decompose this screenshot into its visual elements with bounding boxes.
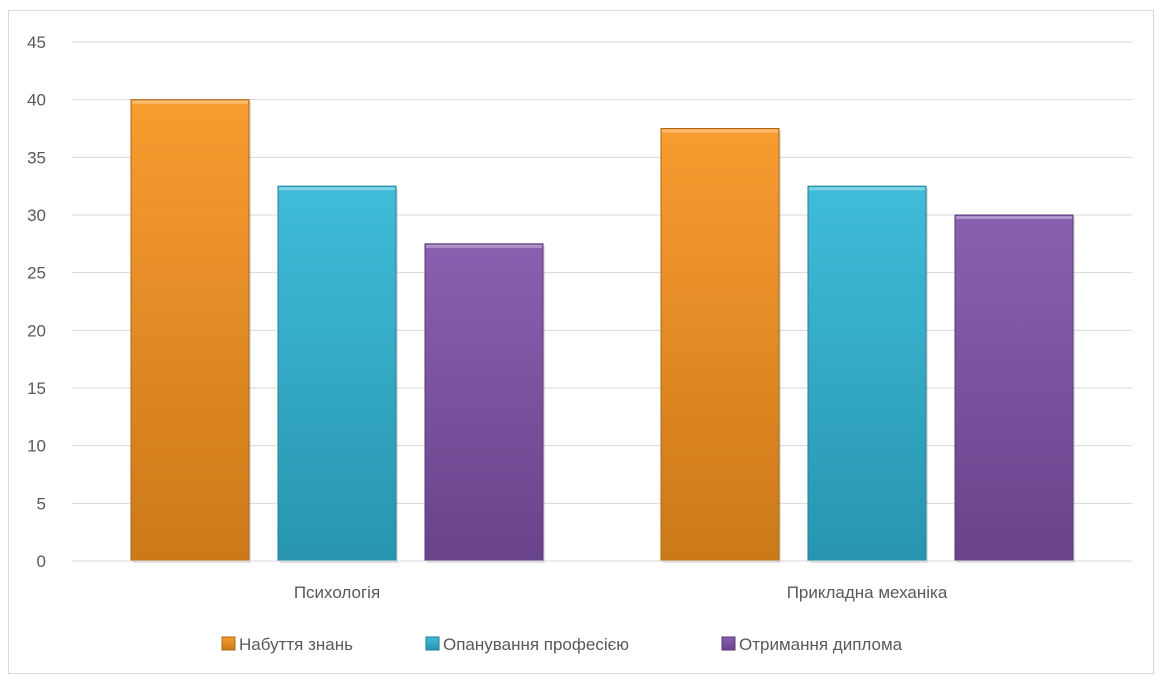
y-tick-label: 40 bbox=[27, 91, 46, 110]
bars bbox=[130, 99, 1075, 564]
y-tick-label: 45 bbox=[27, 33, 46, 52]
legend-swatch bbox=[221, 636, 236, 651]
legend-label: Опанування професією bbox=[443, 635, 629, 654]
bar-highlight bbox=[132, 100, 248, 104]
bar-2-1 bbox=[954, 214, 1074, 562]
y-tick-label: 5 bbox=[37, 494, 46, 513]
bar-highlight bbox=[809, 187, 925, 191]
legend: Набуття знань Опанування професією Отриман… bbox=[221, 635, 903, 654]
legend-swatch bbox=[721, 636, 736, 651]
y-tick-label: 10 bbox=[27, 437, 46, 456]
category-label: Прикладна механіка bbox=[787, 583, 948, 602]
bar-0-0 bbox=[130, 99, 250, 562]
bar-2-0 bbox=[424, 243, 544, 562]
y-tick-label: 20 bbox=[27, 321, 46, 340]
y-tick-label: 35 bbox=[27, 148, 46, 167]
y-tick-label: 0 bbox=[37, 552, 46, 571]
y-tick-label: 15 bbox=[27, 379, 46, 398]
category-label: Психологія bbox=[294, 583, 380, 602]
y-tick-label: 30 bbox=[27, 206, 46, 225]
bar-highlight bbox=[956, 216, 1072, 219]
legend-label: Набуття знань bbox=[239, 635, 353, 654]
legend-label: Отримання диплома bbox=[739, 635, 903, 654]
y-axis-ticks: 0 5 10 15 20 25 30 35 40 45 bbox=[27, 33, 46, 571]
bar-highlight bbox=[279, 187, 395, 191]
bar-highlight bbox=[662, 129, 778, 133]
legend-swatch bbox=[425, 636, 440, 651]
bar-1-1 bbox=[807, 185, 927, 562]
bar-1-0 bbox=[277, 185, 397, 562]
bar-0-1 bbox=[660, 128, 780, 562]
bar-highlight bbox=[426, 244, 542, 248]
y-tick-label: 25 bbox=[27, 264, 46, 283]
category-labels: Психологія Прикладна механіка bbox=[294, 583, 948, 602]
